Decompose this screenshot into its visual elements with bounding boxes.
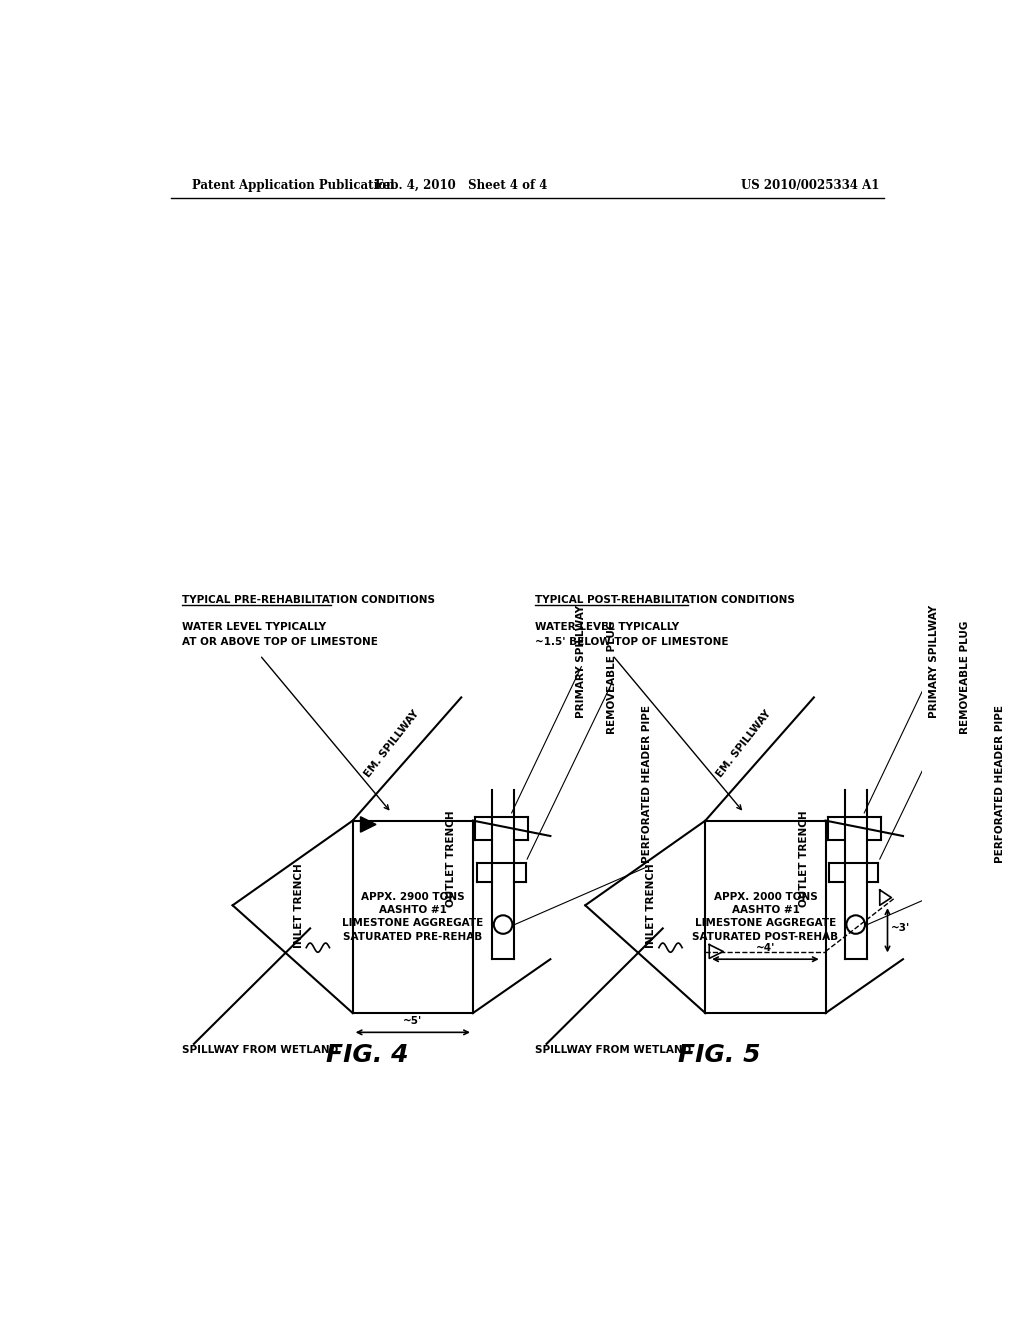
Text: Feb. 4, 2010   Sheet 4 of 4: Feb. 4, 2010 Sheet 4 of 4 [375, 178, 548, 191]
Text: OUTLET TRENCH: OUTLET TRENCH [799, 810, 809, 907]
Text: WATER LEVEL TYPICALLY: WATER LEVEL TYPICALLY [535, 622, 679, 632]
Text: ~5': ~5' [403, 1016, 423, 1026]
Text: OUTLET TRENCH: OUTLET TRENCH [446, 810, 456, 907]
Text: ~3': ~3' [891, 924, 910, 933]
Text: US 2010/0025334 A1: US 2010/0025334 A1 [741, 178, 880, 191]
Text: AT OR ABOVE TOP OF LIMESTONE: AT OR ABOVE TOP OF LIMESTONE [182, 638, 378, 647]
Text: EM. SPILLWAY: EM. SPILLWAY [362, 709, 421, 779]
Text: FIG. 5: FIG. 5 [678, 1043, 761, 1067]
Text: APPX. 2900 TONS
AASHTO #1
LIMESTONE AGGREGATE
SATURATED PRE-REHAB: APPX. 2900 TONS AASHTO #1 LIMESTONE AGGR… [342, 892, 483, 941]
Text: PERFORATED HEADER PIPE: PERFORATED HEADER PIPE [642, 705, 652, 863]
Text: APPX. 2000 TONS
AASHTO #1
LIMESTONE AGGREGATE
SATURATED POST-REHAB: APPX. 2000 TONS AASHTO #1 LIMESTONE AGGR… [692, 892, 839, 941]
Text: EM. SPILLWAY: EM. SPILLWAY [715, 709, 773, 779]
Text: INLET TRENCH: INLET TRENCH [294, 863, 303, 948]
Polygon shape [360, 817, 376, 832]
Text: SPILLWAY FROM WETLAND: SPILLWAY FROM WETLAND [182, 1045, 339, 1056]
Text: ~1.5' BELOW TOP OF LIMESTONE: ~1.5' BELOW TOP OF LIMESTONE [535, 638, 728, 647]
Text: PERFORATED HEADER PIPE: PERFORATED HEADER PIPE [995, 705, 1005, 863]
Text: PRIMARY SPILLWAY: PRIMARY SPILLWAY [577, 605, 587, 718]
Text: REMOVEABLE PLUG: REMOVEABLE PLUG [607, 620, 617, 734]
Text: TYPICAL POST-REHABILITATION CONDITIONS: TYPICAL POST-REHABILITATION CONDITIONS [535, 595, 795, 605]
Text: WATER LEVEL TYPICALLY: WATER LEVEL TYPICALLY [182, 622, 327, 632]
Text: ~4': ~4' [756, 942, 775, 953]
Text: SPILLWAY FROM WETLAND: SPILLWAY FROM WETLAND [535, 1045, 691, 1056]
Text: TYPICAL PRE-REHABILITATION CONDITIONS: TYPICAL PRE-REHABILITATION CONDITIONS [182, 595, 435, 605]
Text: FIG. 4: FIG. 4 [326, 1043, 409, 1067]
Text: REMOVEABLE PLUG: REMOVEABLE PLUG [961, 620, 970, 734]
Text: Patent Application Publication: Patent Application Publication [191, 178, 394, 191]
Text: PRIMARY SPILLWAY: PRIMARY SPILLWAY [929, 605, 939, 718]
Text: INLET TRENCH: INLET TRENCH [646, 863, 656, 948]
